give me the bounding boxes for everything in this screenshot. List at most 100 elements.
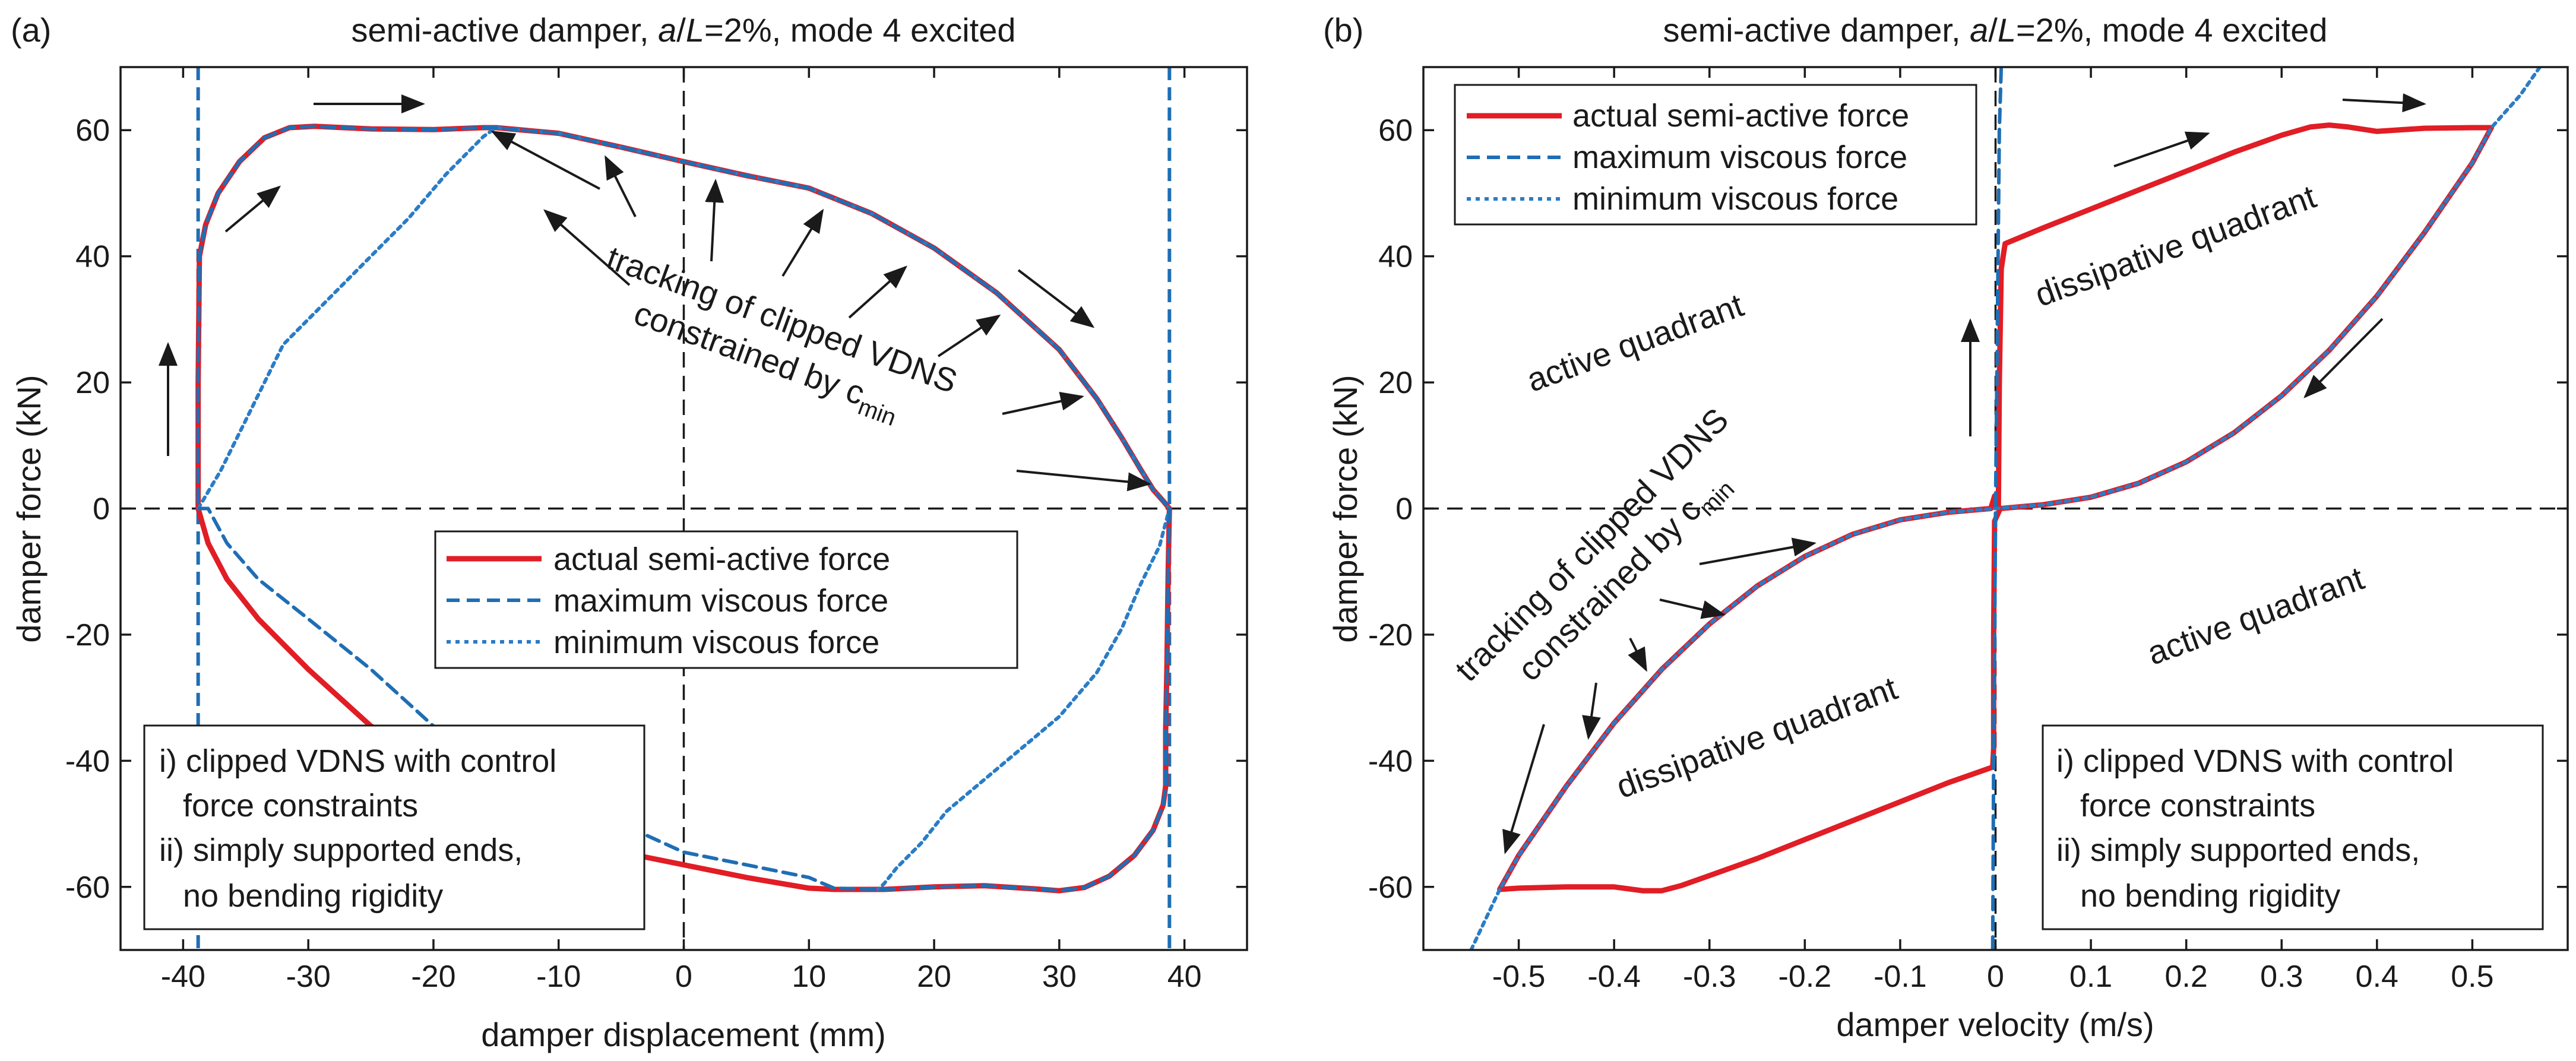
series-maximum-viscous-force (1990, 67, 2005, 950)
y-tick-label: -40 (65, 744, 110, 778)
panel-a-note-line: i) clipped VDNS with control (159, 743, 556, 779)
y-tick-label: 20 (75, 366, 110, 400)
y-tick-label: -60 (1368, 870, 1413, 905)
panel-b-note-line: ii) simply supported ends, (2056, 832, 2420, 868)
panel-b-arrow (1502, 724, 1545, 854)
panel-a-arrow (490, 131, 600, 190)
panel-b-arrow (1582, 682, 1601, 740)
panel-b-tracking-annotation: tracking of clipped VDNS constrained by … (1448, 401, 1740, 689)
y-tick-label: 0 (1395, 492, 1413, 527)
panel-b-arrow (1659, 598, 1726, 619)
panel-b-legend-label: minimum viscous force (1572, 181, 1898, 217)
panel-a-ticks: -40 -30 -20 -10 0 10 20 30 40 -60 -40 -20 0 20 40 60 (65, 67, 1247, 994)
x-tick-label: 40 (1167, 959, 1202, 994)
x-tick-label: -0.1 (1874, 959, 1927, 994)
panel-b-frame (1422, 66, 2569, 951)
panel-a-xlabel: damper displacement (mm) (481, 1016, 886, 1053)
panel-b-arrow (2113, 131, 2210, 167)
panel-a-frame (119, 66, 1248, 951)
x-tick-label: 0 (675, 959, 692, 994)
x-tick-label: 0.5 (2451, 959, 2493, 994)
panel-a-tracking-annotation: tracking of clipped VDNS constrained by … (602, 239, 963, 431)
panel-a-note-frame (143, 724, 645, 930)
x-tick-label: -0.4 (1587, 959, 1641, 994)
panel-a-note-line: force constraints (183, 788, 418, 824)
panel-a-legend-label: maximum viscous force (553, 583, 888, 619)
y-tick-label: -60 (65, 870, 110, 905)
panel-a-legend: actual semi-active force maximum viscous… (434, 530, 1018, 669)
y-tick-label: 40 (1378, 240, 1413, 274)
panel-a-arrow (1017, 269, 1095, 328)
x-tick-label: 20 (917, 959, 951, 994)
panel-b-arrow (1628, 638, 1647, 672)
panel-a: (a) semi-active damper, a/L=2%, mode 4 e… (10, 11, 1248, 1053)
x-tick-label: -10 (536, 959, 581, 994)
y-tick-label: 60 (1378, 113, 1413, 148)
panel-b-arrows (1502, 93, 2426, 854)
panel-b-note-line: force constraints (2080, 788, 2315, 824)
y-tick-label: -20 (1368, 618, 1413, 653)
y-tick-label: 20 (1378, 366, 1413, 400)
y-tick-label: 60 (75, 113, 110, 148)
panel-b-ylabel: damper force (kN) (1327, 375, 1364, 642)
panel-a-ylabel: damper force (kN) (10, 375, 48, 642)
x-tick-label: 10 (792, 959, 826, 994)
x-tick-label: 0.2 (2165, 959, 2208, 994)
panel-b-active-quadrant-lower: active quadrant (2143, 559, 2369, 672)
panel-b-legend-label: maximum viscous force (1572, 140, 1907, 175)
y-tick-label: 0 (93, 492, 110, 527)
panel-b-title: semi-active damper, a/L=2%, mode 4 excit… (1663, 11, 2327, 49)
panel-a-legend-label: actual semi-active force (553, 541, 890, 577)
x-tick-label: -0.2 (1778, 959, 1832, 994)
panel-a-arrow (1002, 391, 1084, 415)
panel-a-arrows (159, 94, 1151, 492)
panel-b-legend-label: actual semi-active force (1572, 98, 1909, 134)
panel-a-note-box: i) clipped VDNS with control force const… (143, 724, 645, 930)
x-tick-label: 0 (1987, 959, 2004, 994)
panel-b-xlabel: damper velocity (m/s) (1836, 1006, 2154, 1043)
panel-a-arrow (224, 185, 281, 233)
y-tick-label: 40 (75, 240, 110, 274)
panel-b-active-quadrant-upper: active quadrant (1522, 286, 1749, 398)
panel-b-tracking-line1: tracking of clipped VDNS (1448, 401, 1736, 689)
panel-b-note-frame (2042, 724, 2544, 930)
x-tick-label: -0.5 (1492, 959, 1546, 994)
y-tick-label: -20 (65, 618, 110, 653)
y-tick-label: -40 (1368, 744, 1413, 778)
panel-b-note-line: no bending rigidity (2080, 878, 2340, 914)
panel-a-arrow (605, 155, 637, 217)
x-tick-label: -0.3 (1683, 959, 1736, 994)
panel-a-arrow (543, 209, 631, 286)
panel-b-arrow (1699, 537, 1817, 565)
panel-b-legend-box (1454, 84, 1977, 226)
panel-a-arrow (781, 208, 824, 277)
panel-a-note-line: no bending rigidity (183, 878, 443, 914)
panel-b-dissipative-quadrant-upper: dissipative quadrant (2030, 178, 2321, 314)
x-tick-label: -40 (161, 959, 205, 994)
x-tick-label: 0.1 (2069, 959, 2112, 994)
x-tick-label: 30 (1042, 959, 1077, 994)
panel-b-dissipative-quadrant-lower: dissipative quadrant (1612, 669, 1903, 806)
x-tick-label: -20 (411, 959, 455, 994)
x-tick-label: 0.3 (2260, 959, 2303, 994)
panel-b-ticks: -0.5 -0.4 -0.3 -0.2 -0.1 0 0.1 0.2 0.3 0.4 0.5 -60 -… (1368, 67, 2568, 994)
panel-a-arrow (937, 314, 1001, 357)
panel-b-arrow (2342, 93, 2426, 113)
x-tick-label: -30 (286, 959, 331, 994)
panel-a-arrow (848, 265, 907, 319)
panel-a-legend-label: minimum viscous force (553, 625, 879, 660)
panel-a-arrow (1016, 470, 1151, 492)
panel-b-note-line: i) clipped VDNS with control (2056, 743, 2454, 779)
panel-a-label: (a) (11, 11, 51, 49)
panel-b-arrow (2303, 318, 2384, 398)
panel-a-title: semi-active damper, a/L=2%, mode 4 excit… (351, 11, 1015, 49)
panel-a-note-line: ii) simply supported ends, (159, 832, 523, 868)
panel-b-label: (b) (1323, 11, 1363, 49)
series-maximum-viscous-force (196, 124, 1172, 893)
x-tick-label: 0.4 (2356, 959, 2398, 994)
series-minimum-viscous-force (1469, 67, 2542, 950)
panel-a-arrow (705, 179, 724, 262)
panel-b: (b) semi-active damper, a/L=2%, mode 4 e… (1323, 11, 2569, 1043)
panel-b-legend: actual semi-active force maximum viscous… (1454, 84, 1977, 226)
